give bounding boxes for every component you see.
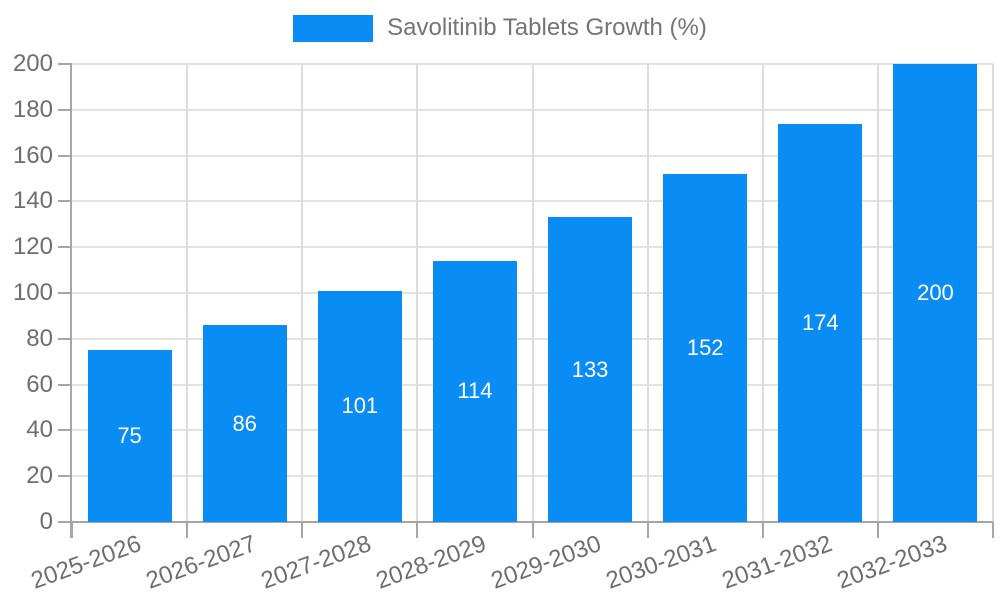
x-axis-tick-label: 2025-2026 (27, 530, 145, 595)
x-axis-tick-label: 2026-2027 (142, 530, 260, 595)
x-axis-tick (531, 522, 534, 538)
x-axis-tick (71, 522, 73, 538)
y-axis-tick (58, 63, 72, 65)
bar (778, 123, 863, 522)
y-axis-tick (58, 383, 72, 386)
bar-value-label: 133 (571, 356, 609, 382)
y-axis-tick (58, 475, 72, 478)
y-axis-tick (58, 337, 72, 340)
y-axis-tick (58, 429, 72, 432)
x-axis-tick-label: 2030-2031 (602, 530, 721, 595)
x-gridline (186, 64, 189, 522)
legend[interactable]: Savolitinib Tablets Growth (%) (0, 14, 1000, 42)
x-axis-tick-label: 2027-2028 (257, 530, 375, 595)
x-axis-tick-label: 2029-2030 (487, 530, 605, 595)
y-axis-line (70, 64, 72, 538)
legend-label: Savolitinib Tablets Growth (%) (387, 14, 707, 41)
bar (87, 350, 172, 522)
bar-value-label: 86 (232, 410, 257, 436)
y-axis-tick (58, 154, 72, 157)
y-axis-tick-label: 180 (12, 95, 53, 123)
x-axis-tick (186, 522, 189, 538)
bar-value-label: 114 (457, 378, 493, 404)
x-axis-tick-label: 2031-2032 (718, 530, 836, 595)
x-axis-tick (416, 522, 419, 538)
x-axis-tick (646, 522, 649, 538)
y-axis-tick-label: 200 (12, 50, 53, 77)
bar-value-label: 200 (917, 280, 954, 305)
bar-value-label: 152 (686, 334, 724, 360)
y-axis-tick-label: 140 (12, 187, 53, 215)
y-axis-tick-label: 60 (26, 370, 53, 398)
y-axis-tick (58, 292, 72, 294)
y-axis-tick-label: 40 (26, 416, 53, 444)
x-axis-line (58, 521, 993, 523)
x-axis-tick-label: 2028-2029 (372, 530, 490, 595)
x-axis-tick (992, 522, 994, 538)
x-gridline (646, 64, 649, 522)
y-axis-tick (58, 200, 72, 203)
bar-value-label: 101 (341, 393, 379, 419)
x-gridline (761, 64, 764, 522)
y-axis-tick-label: 0 (39, 508, 53, 535)
x-axis-tick (761, 522, 764, 538)
x-gridline (992, 64, 994, 522)
x-axis-tick (301, 522, 304, 538)
y-axis-tick-label: 160 (12, 141, 53, 169)
y-axis-tick (58, 108, 72, 111)
bar (317, 290, 402, 522)
bar (893, 64, 978, 522)
legend-swatch-icon (293, 14, 374, 42)
bar (202, 325, 287, 522)
y-axis-tick-label: 80 (26, 324, 53, 352)
x-gridline (301, 64, 304, 522)
y-axis-tick-label: 20 (26, 462, 53, 490)
bar-value-label: 174 (801, 309, 839, 335)
x-gridline (531, 64, 534, 522)
y-axis-tick (58, 246, 72, 249)
y-axis-tick-label: 100 (12, 279, 53, 306)
x-gridline (416, 64, 419, 522)
x-axis-tick-label: 2032-2033 (833, 530, 951, 595)
bar (663, 173, 748, 522)
x-gridline (876, 64, 879, 522)
bar (548, 217, 633, 522)
x-axis-tick (876, 522, 879, 538)
bar-value-label: 75 (117, 423, 142, 449)
bar (432, 260, 517, 522)
y-axis-tick-label: 120 (12, 233, 53, 261)
